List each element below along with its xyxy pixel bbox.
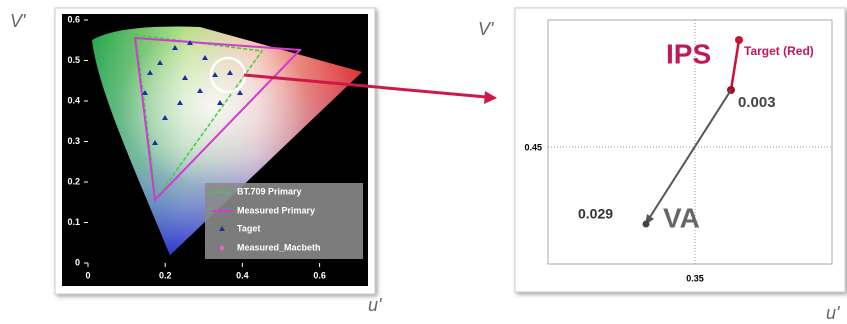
chromaticity-panel: BT.709 Primary Measured Primary Taget Me… xyxy=(10,8,382,315)
target-label: Target (Red) xyxy=(744,44,814,58)
y-axis-label: V' xyxy=(10,11,26,31)
legend-label: BT.709 Primary xyxy=(237,186,302,196)
legend-swatch xyxy=(220,246,224,250)
y-tick-label: 0.3 xyxy=(67,136,80,146)
ips-label: IPS xyxy=(666,38,711,69)
y-tick-label: 0.2 xyxy=(67,176,80,186)
x-tick-label: 0 xyxy=(85,270,90,280)
zoom-panel: 0.45 0.35 IPS Target (Red) 0.003 0.029 V… xyxy=(478,8,845,323)
x-tick-label: 0.35 xyxy=(686,273,704,283)
legend-label: Measured_Macbeth xyxy=(237,242,321,252)
legend-label: Measured Primary xyxy=(237,205,315,215)
y-tick-label: 0.45 xyxy=(524,142,542,152)
ips-target-point xyxy=(735,36,743,44)
y-tick-label: 0 xyxy=(75,257,80,267)
y-tick-label: 0.4 xyxy=(67,95,80,105)
x-axis-label: u' xyxy=(368,295,382,315)
y-tick-label: 0.1 xyxy=(67,217,80,227)
y-axis-label: V' xyxy=(478,19,494,39)
ips-shift-label: 0.003 xyxy=(738,94,776,111)
y-tick-label: 0.5 xyxy=(67,55,80,65)
x-tick-label: 0.2 xyxy=(159,270,172,280)
x-tick-label: 0.4 xyxy=(236,270,249,280)
x-tick-label: 0.6 xyxy=(313,270,326,280)
va-point xyxy=(643,221,650,228)
legend-label: Taget xyxy=(237,223,260,233)
figure: BT.709 Primary Measured Primary Taget Me… xyxy=(0,0,847,324)
zoom-arrowhead xyxy=(484,91,497,104)
x-axis-label: u' xyxy=(826,303,840,323)
y-tick-label: 0.6 xyxy=(67,14,80,24)
va-label: VA xyxy=(663,202,700,233)
va-shift-label: 0.029 xyxy=(578,206,613,222)
